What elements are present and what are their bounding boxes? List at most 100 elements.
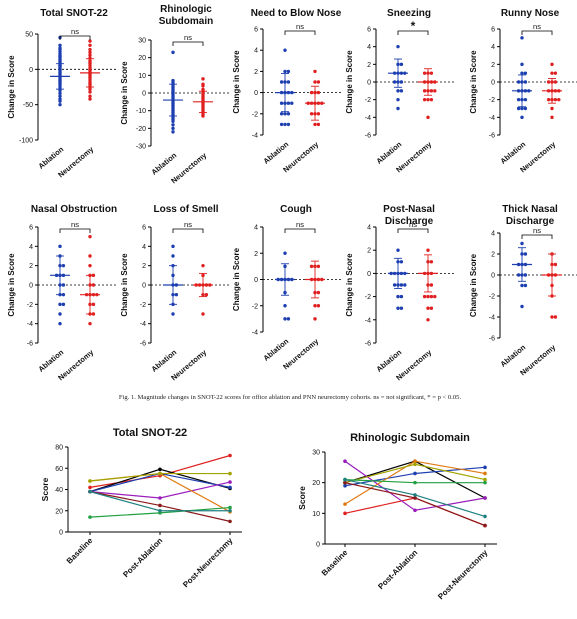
data-point xyxy=(228,505,232,510)
data-point xyxy=(516,106,521,111)
data-point xyxy=(286,317,291,321)
y-tick-label: 80 xyxy=(55,445,63,452)
data-point xyxy=(426,248,430,252)
data-point xyxy=(392,283,397,287)
data-point xyxy=(399,283,404,287)
y-tick-label: 0 xyxy=(491,273,495,280)
data-point xyxy=(88,485,92,490)
panel-title: Discharge xyxy=(506,216,555,227)
scatter-panel-4: Runny Nose -6 -4 -2 0 2 4 6 Change in Score Ablat… xyxy=(469,8,577,174)
data-point xyxy=(91,302,96,307)
category-label: Ablation xyxy=(37,347,66,373)
data-point xyxy=(158,467,162,472)
data-point xyxy=(286,101,291,105)
panel-title: Discharge xyxy=(385,216,434,227)
y-tick-label: 20 xyxy=(312,480,320,487)
panel-title: Need to Blow Nose xyxy=(251,8,342,19)
y-tick-label: 4 xyxy=(367,225,371,232)
data-point xyxy=(316,80,321,84)
data-point xyxy=(516,80,521,84)
data-point xyxy=(520,283,524,288)
data-point xyxy=(316,304,321,308)
significance-label: ns xyxy=(296,22,304,31)
y-axis-label: Change in Score xyxy=(345,253,354,317)
y-tick-label: 4 xyxy=(491,44,495,51)
data-point xyxy=(228,485,232,490)
scatter-panel-5: Nasal Obstruction -6 -4 -2 0 2 4 6 Change in Sco… xyxy=(7,204,117,382)
y-tick-label: 4 xyxy=(367,44,371,51)
y-axis-label: Change in Score xyxy=(469,253,478,317)
y-tick-label: 0 xyxy=(29,67,33,74)
series-line xyxy=(344,460,486,499)
data-point xyxy=(550,115,554,120)
significance-label: ns xyxy=(184,220,192,229)
data-point xyxy=(313,304,317,308)
y-tick-label: 4 xyxy=(491,231,495,238)
data-point xyxy=(88,50,92,55)
data-point xyxy=(550,62,554,67)
data-point xyxy=(413,493,417,497)
data-point xyxy=(171,130,175,134)
data-point xyxy=(422,89,427,93)
data-point xyxy=(201,114,205,118)
data-point xyxy=(483,480,487,485)
data-point xyxy=(413,480,417,485)
y-tick-label: -2 xyxy=(252,303,258,310)
data-point xyxy=(61,302,66,307)
data-point xyxy=(523,71,528,75)
data-point xyxy=(553,71,558,75)
y-tick-label: -2 xyxy=(489,97,495,104)
figure-caption: Fig. 1. Magnitude changes in SNOT-22 sco… xyxy=(118,394,462,401)
y-tick-label: 6 xyxy=(29,225,33,232)
y-tick-label: -4 xyxy=(489,115,495,122)
y-tick-label: 6 xyxy=(491,27,495,34)
panel-title: Rhinologic xyxy=(160,4,212,15)
data-point xyxy=(553,80,558,84)
significance-bracket xyxy=(397,30,429,35)
data-point xyxy=(413,508,417,513)
data-point xyxy=(343,459,347,464)
y-tick-label: -2 xyxy=(27,302,33,309)
data-point xyxy=(88,479,92,483)
data-point xyxy=(429,71,434,75)
data-point xyxy=(88,90,92,94)
data-point xyxy=(520,36,524,40)
significance-bracket xyxy=(284,30,316,35)
data-point xyxy=(228,519,232,524)
data-point xyxy=(523,252,528,256)
data-point xyxy=(309,264,314,269)
data-point xyxy=(429,306,434,310)
data-point xyxy=(88,94,92,98)
data-point xyxy=(58,43,62,48)
data-point xyxy=(523,80,528,84)
data-point xyxy=(429,283,434,287)
panel-title: Runny Nose xyxy=(501,8,560,19)
panel-title: Post-Nasal xyxy=(383,204,435,215)
y-axis-label: Change in Score xyxy=(7,55,16,119)
y-axis-label: Score xyxy=(297,486,307,510)
data-point xyxy=(171,254,175,258)
data-point xyxy=(413,496,417,500)
data-point xyxy=(309,90,314,95)
data-point xyxy=(283,122,287,127)
data-point xyxy=(392,80,397,84)
y-tick-label: -4 xyxy=(489,315,495,322)
significance-label: * xyxy=(411,19,416,33)
data-point xyxy=(313,122,317,127)
y-tick-label: -4 xyxy=(27,321,33,328)
significance-bracket xyxy=(284,228,316,233)
category-label: Ablation xyxy=(262,139,291,165)
data-point xyxy=(429,294,434,299)
data-point xyxy=(88,263,92,268)
y-tick-label: 10 xyxy=(312,511,320,518)
data-point xyxy=(58,244,62,249)
data-point xyxy=(396,294,400,299)
data-point xyxy=(520,115,524,120)
data-point xyxy=(550,106,554,111)
panel-title: Rhinologic Subdomain xyxy=(350,432,470,444)
y-tick-label: -6 xyxy=(365,341,371,348)
y-tick-label: 2 xyxy=(254,69,258,76)
y-tick-label: 4 xyxy=(142,244,146,251)
data-point xyxy=(483,523,487,528)
